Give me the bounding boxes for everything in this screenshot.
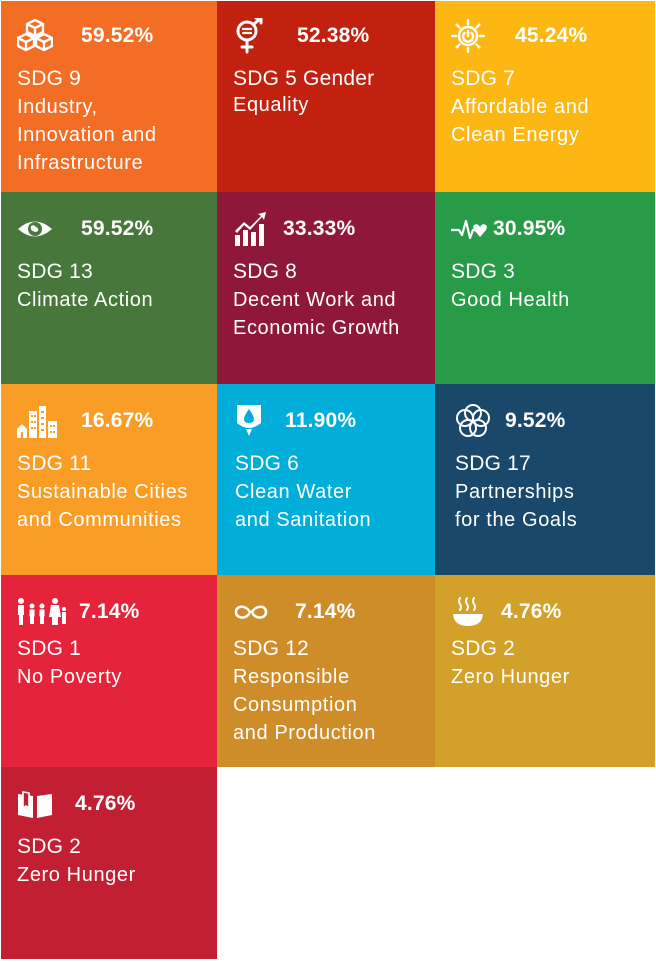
sdg-tile: 30.95% SDG 3 Good Health — [435, 192, 655, 384]
tile-sdg-name: Zero Hunger — [17, 864, 136, 886]
tile-sdg-code: SDG 2 — [451, 637, 516, 660]
heartbeat-icon — [451, 210, 491, 248]
tile-sdg-code: SDG 1 — [17, 637, 82, 660]
tile-sdg-name: Responsible Consumption and Production — [233, 666, 376, 744]
tile-sdg-code: SDG 5 Gender — [233, 67, 375, 90]
tile-sdg-code: SDG 9 — [17, 67, 82, 90]
sdg-tile: 11.90% SDG 6 Clean Water and Sanitation — [217, 384, 435, 575]
tile-percentage: 9.52% — [505, 409, 566, 432]
tile-percentage: 52.38% — [297, 24, 370, 47]
tile-sdg-code: SDG 6 — [235, 452, 300, 475]
tile-sdg-name: No Poverty — [17, 666, 122, 688]
tile-header: 7.14% — [233, 593, 435, 631]
sdg-tile: 59.52% SDG 13 Climate Action — [1, 192, 217, 384]
sdg-tile: 9.52% SDG 17 Partnerships for the Goals — [435, 384, 655, 575]
tile-sdg-name: Decent Work and Economic Growth — [233, 289, 400, 339]
tile-sdg-name: Clean Water and Sanitation — [235, 481, 372, 531]
sdg-tile: 45.24% SDG 7 Affordable and Clean Energy — [435, 1, 655, 192]
tile-sdg-code: SDG 7 — [451, 67, 516, 90]
water-drop-icon — [235, 402, 275, 440]
tile-header: 7.14% — [17, 593, 217, 631]
tile-header: 11.90% — [235, 402, 435, 440]
flower-rings-icon — [455, 402, 495, 440]
tile-header: 16.67% — [17, 402, 217, 440]
tile-header: 45.24% — [451, 17, 655, 55]
food-bowl-icon — [451, 593, 491, 631]
tile-sdg-code: SDG 11 — [17, 452, 92, 475]
tile-percentage: 7.14% — [79, 600, 140, 623]
gender-equality-icon — [233, 17, 273, 55]
tile-header: 9.52% — [455, 402, 655, 440]
growth-chart-icon — [233, 210, 273, 248]
tile-header: 33.33% — [233, 210, 435, 248]
open-book-icon — [17, 785, 57, 823]
sdg-tile: 4.76% SDG 2 Zero Hunger — [1, 767, 217, 959]
tile-sdg-name: Partnerships for the Goals — [455, 481, 578, 531]
tile-sdg-name: Affordable and Clean Energy — [451, 96, 590, 146]
tile-header: 4.76% — [451, 593, 655, 631]
tile-header: 59.52% — [17, 17, 217, 55]
tile-sdg-name: Industry, Innovation and Infrastructure — [17, 96, 157, 174]
tile-header: 59.52% — [17, 210, 217, 248]
sdg-tile: 33.33% SDG 8 Decent Work and Economic Gr… — [217, 192, 435, 384]
tile-percentage: 59.52% — [81, 217, 154, 240]
sdg-tile: 7.14% SDG 1 No Poverty — [1, 575, 217, 767]
tile-sdg-code: SDG 13 — [17, 260, 93, 283]
tile-percentage: 59.52% — [81, 24, 154, 47]
tile-percentage: 4.76% — [75, 792, 136, 815]
tile-sdg-code: SDG 2 — [17, 835, 82, 858]
tile-percentage: 7.14% — [295, 600, 356, 623]
tile-percentage: 4.76% — [501, 600, 562, 623]
tile-sdg-code: SDG 17 — [455, 452, 531, 475]
tile-percentage: 16.67% — [81, 409, 154, 432]
tile-header: 30.95% — [451, 210, 655, 248]
tile-header: 52.38% — [233, 17, 435, 55]
tile-sdg-code: SDG 12 — [233, 637, 309, 660]
sdg-tile: 16.67% SDG 11 Sustainable Cities and Com… — [1, 384, 217, 575]
tile-sdg-code: SDG 8 — [233, 260, 298, 283]
city-icon — [17, 402, 57, 440]
sdg-tile: 4.76% SDG 2 Zero Hunger — [435, 575, 655, 767]
tile-sdg-name: Sustainable Cities and Communities — [17, 481, 188, 531]
tile-sdg-code: SDG 3 — [451, 260, 516, 283]
tile-percentage: 33.33% — [283, 217, 356, 240]
tile-percentage: 11.90% — [285, 409, 357, 432]
sdg-tile: 52.38% SDG 5 Gender Equality — [217, 1, 435, 192]
tile-sdg-name: Good Health — [451, 289, 570, 311]
tile-percentage: 45.24% — [515, 24, 588, 47]
sdg-tile: 59.52% SDG 9 Industry, Innovation and In… — [1, 1, 217, 192]
cubes-icon — [17, 17, 57, 55]
tile-sdg-name: Equality — [233, 94, 309, 116]
eye-globe-icon — [17, 210, 57, 248]
infinity-loop-icon — [233, 593, 273, 631]
tile-sdg-name: Climate Action — [17, 289, 154, 311]
sun-power-icon — [451, 17, 491, 55]
sdg-tile: 7.14% SDG 12 Responsible Consumption and… — [217, 575, 435, 767]
tile-percentage: 30.95% — [493, 217, 566, 240]
family-icon — [17, 593, 67, 631]
tile-sdg-name: Zero Hunger — [451, 666, 570, 688]
tile-header: 4.76% — [17, 785, 217, 823]
